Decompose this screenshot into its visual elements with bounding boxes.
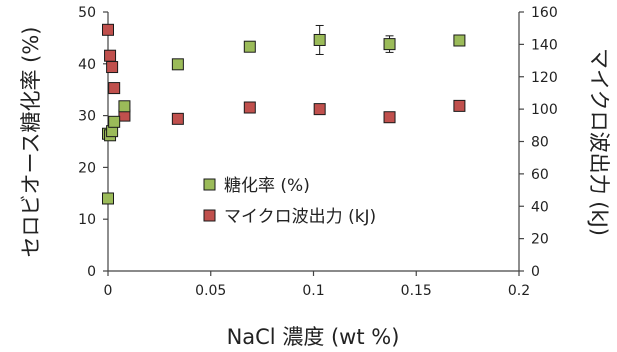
x-tick-label: 0 [104, 283, 113, 299]
data-point-green [171, 58, 184, 71]
right-y-tick-label: 60 [531, 167, 549, 183]
error-bars [173, 24, 394, 70]
tick-marks [103, 11, 524, 276]
right-y-tick-label: 20 [531, 232, 549, 248]
data-point-red [108, 82, 121, 95]
data-markers [102, 23, 466, 205]
data-point-red [383, 111, 396, 124]
right-y-tick-label: 0 [531, 264, 540, 280]
data-point-red [453, 99, 466, 112]
x-tick-label: 0.1 [302, 283, 324, 299]
right-y-tick-label: 100 [531, 102, 558, 118]
left-y-tick-label: 0 [87, 264, 96, 280]
right-y-axis-title: マイクロ波出力 (kJ) [587, 48, 611, 236]
data-point-green [453, 34, 466, 47]
right-y-tick-label: 120 [531, 70, 558, 86]
x-tick-label: 0.15 [401, 283, 432, 299]
right-y-tick-label: 140 [531, 37, 558, 53]
data-point-green [108, 115, 121, 128]
right-y-tick-label: 160 [531, 5, 558, 21]
x-tick-label: 0.05 [195, 283, 226, 299]
data-point-red [102, 23, 114, 36]
right-y-tick-label: 40 [531, 199, 549, 215]
left-y-tick-label: 10 [78, 212, 96, 228]
legend-label-microwave-output: マイクロ波出力 (kJ) [224, 207, 376, 227]
data-point-red [243, 101, 256, 114]
left-y-tick-label: 30 [78, 109, 96, 125]
x-tick-label: 0.2 [508, 283, 530, 299]
data-point-red [104, 49, 117, 62]
left-y-tick-label: 20 [78, 160, 96, 176]
data-point-red [313, 103, 326, 116]
data-point-green [313, 33, 326, 46]
data-point-red [106, 61, 119, 74]
legend-marker-green [203, 178, 216, 191]
data-point-green [383, 38, 396, 51]
left-y-axis-title: セロビオース糖化率 (%) [19, 27, 43, 258]
legend-label-saccharification: 糖化率 (%) [224, 176, 310, 196]
left-y-tick-label: 40 [78, 57, 96, 73]
axes [107, 12, 520, 272]
data-point-green [102, 192, 114, 205]
legend: 糖化率 (%) マイクロ波出力 (kJ) [203, 176, 376, 227]
data-point-green [118, 100, 131, 113]
data-point-green [243, 40, 256, 53]
left-y-tick-label: 50 [78, 5, 96, 21]
tick-labels: 0 0.05 0.1 0.15 0.20102030405002040608010012… [78, 5, 558, 299]
x-axis-title: NaCl 濃度 (wt %) [227, 325, 400, 349]
right-y-tick-label: 80 [531, 135, 549, 151]
data-point-red [171, 112, 184, 125]
legend-marker-red [203, 209, 216, 222]
